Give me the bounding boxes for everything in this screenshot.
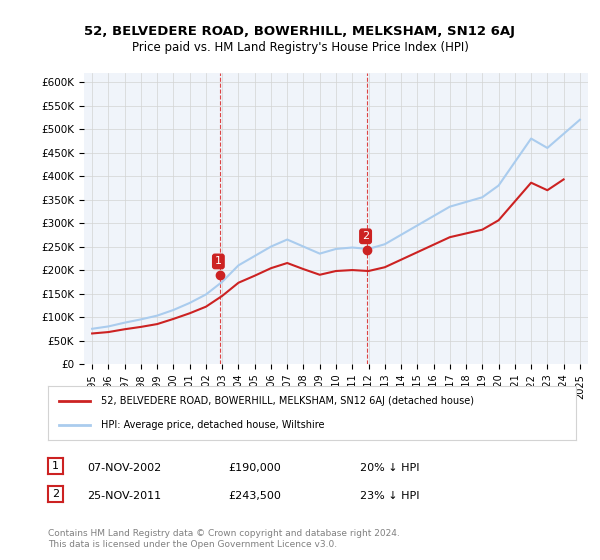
Text: £243,500: £243,500 <box>228 491 281 501</box>
Text: Contains HM Land Registry data © Crown copyright and database right 2024.
This d: Contains HM Land Registry data © Crown c… <box>48 529 400 549</box>
Text: 23% ↓ HPI: 23% ↓ HPI <box>360 491 419 501</box>
Text: HPI: Average price, detached house, Wiltshire: HPI: Average price, detached house, Wilt… <box>101 419 325 430</box>
Text: Price paid vs. HM Land Registry's House Price Index (HPI): Price paid vs. HM Land Registry's House … <box>131 41 469 54</box>
Text: 2: 2 <box>52 489 59 499</box>
Text: 52, BELVEDERE ROAD, BOWERHILL, MELKSHAM, SN12 6AJ: 52, BELVEDERE ROAD, BOWERHILL, MELKSHAM,… <box>85 25 515 38</box>
Text: 20% ↓ HPI: 20% ↓ HPI <box>360 463 419 473</box>
Text: 52, BELVEDERE ROAD, BOWERHILL, MELKSHAM, SN12 6AJ (detached house): 52, BELVEDERE ROAD, BOWERHILL, MELKSHAM,… <box>101 396 474 407</box>
Text: 25-NOV-2011: 25-NOV-2011 <box>87 491 161 501</box>
Text: 07-NOV-2002: 07-NOV-2002 <box>87 463 161 473</box>
Text: 1: 1 <box>52 461 59 471</box>
Text: 1: 1 <box>215 256 222 267</box>
Text: 2: 2 <box>362 231 369 241</box>
Text: £190,000: £190,000 <box>228 463 281 473</box>
